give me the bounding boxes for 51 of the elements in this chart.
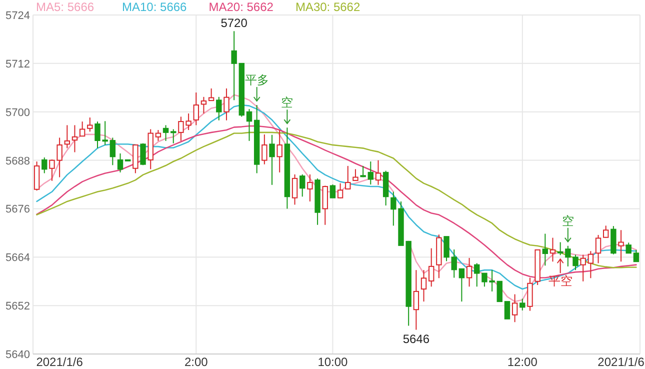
x-tick-label: 2:00 — [184, 355, 208, 369]
annotation: 空 — [281, 96, 294, 110]
candlestick — [56, 137, 62, 178]
candlestick — [110, 137, 116, 166]
candlestick — [246, 108, 252, 142]
y-tick-label: 5652 — [6, 300, 30, 313]
y-tick-label: 5664 — [6, 252, 30, 264]
candlestick — [390, 191, 396, 226]
y-tick-label: 5700 — [6, 106, 30, 119]
candlestick — [375, 160, 382, 186]
candlestick — [224, 88, 230, 121]
text: 5646 — [402, 332, 430, 346]
y-tick-label: 5688 — [6, 155, 30, 168]
legend: MA20: 5662 — [208, 0, 274, 14]
x-tick-label: 2021/1/6 — [598, 355, 645, 369]
candlestick — [542, 233, 548, 266]
candlestick — [231, 30, 237, 101]
candlestick — [588, 250, 594, 279]
x-tick-label: 10:00 — [318, 355, 348, 369]
candlestick — [72, 124, 78, 153]
annotation: 平多 — [244, 72, 269, 87]
y-tick-label: 5676 — [6, 204, 30, 216]
candlestick — [474, 262, 480, 288]
candlestick — [284, 127, 290, 210]
y-tick-label: 5712 — [6, 58, 30, 70]
y-tick-label: 5640 — [6, 349, 30, 361]
x-tick-label: 12:00 — [507, 355, 538, 369]
candlestick — [489, 270, 495, 292]
candlestick — [413, 270, 420, 330]
candlestick — [307, 174, 313, 202]
text: 5720 — [220, 16, 248, 30]
annotation: 空 — [562, 214, 574, 228]
annotation: 平空 — [548, 274, 572, 288]
candlestick — [162, 124, 169, 142]
legend: MA5: 5666 — [36, 0, 94, 14]
candlestick — [117, 152, 124, 173]
candlestick — [550, 237, 556, 262]
candlestick — [466, 257, 472, 288]
candlestick — [420, 270, 427, 302]
legend: MA10: 5666 — [122, 0, 187, 14]
legend: MA30: 5662 — [295, 0, 360, 14]
candlestick — [451, 248, 457, 278]
candlestick — [269, 134, 275, 186]
candlestick — [436, 234, 442, 279]
x-tick-label: 2021/1/6 — [36, 355, 84, 369]
candlestick — [618, 230, 624, 262]
candlestick — [580, 254, 586, 282]
candlestick — [276, 130, 282, 173]
y-tick-label: 5724 — [6, 10, 30, 22]
candlestick — [186, 112, 192, 131]
candlestick — [178, 116, 184, 142]
